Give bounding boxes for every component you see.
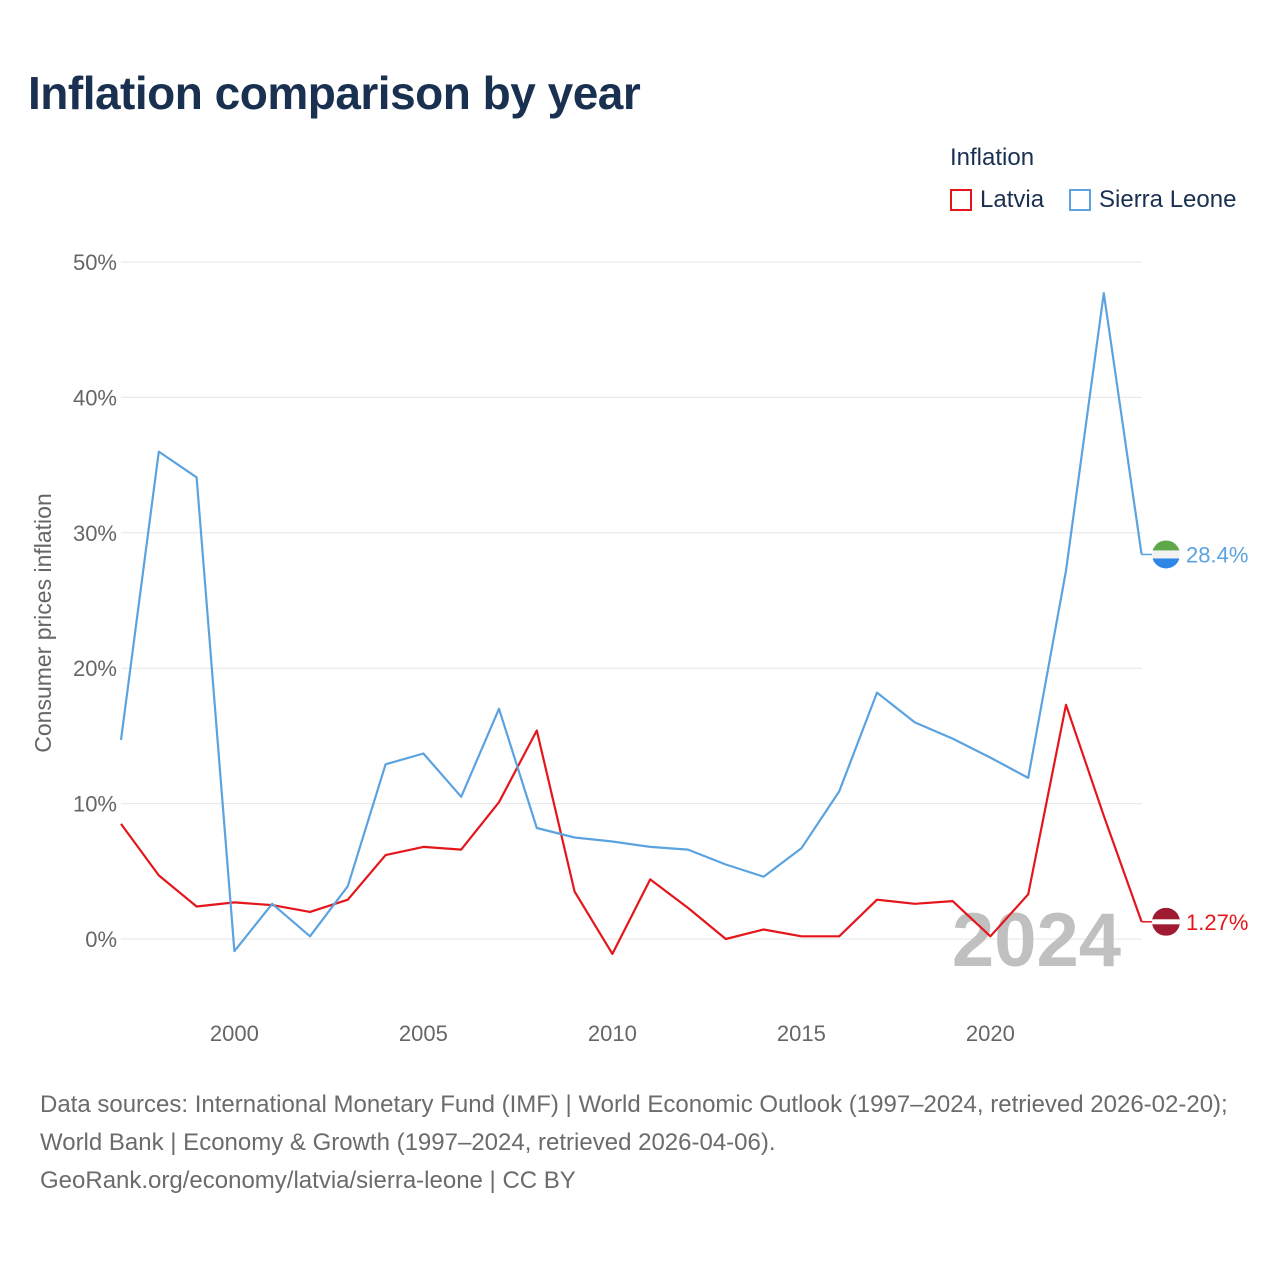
legend-label-sierra-leone: Sierra Leone (1099, 186, 1237, 213)
line-chart: 0% 10% 20% 30% 40% 50% 2000 2005 2010 2015 2020 C… (30, 250, 1248, 1046)
series-line-sierra-leone (119, 292, 1143, 953)
legend-item-sierra-leone[interactable]: Sierra Leone (1069, 186, 1236, 214)
y-axis-title: Consumer prices inflation (30, 493, 56, 753)
y-tick-label-20: 20% (73, 656, 117, 681)
y-tick-label-50: 50% (73, 250, 117, 275)
x-tick-label-2005: 2005 (399, 1021, 448, 1046)
year-watermark: 2024 (952, 898, 1121, 983)
series-lines (119, 292, 1143, 956)
chart-title: Inflation comparison by year (28, 67, 641, 119)
flag-icon-latvia (1152, 907, 1180, 936)
flag-icon-sierra-leone (1152, 540, 1180, 569)
y-axis-ticks: 0% 10% 20% 30% 40% 50% (73, 250, 117, 952)
x-tick-label-2020: 2020 (966, 1021, 1015, 1046)
series-line-latvia (120, 703, 1143, 956)
y-tick-label-0: 0% (85, 927, 117, 952)
source-link[interactable]: GeoRank.org/economy/latvia/sierra-leone … (40, 1167, 576, 1194)
x-tick-label-2015: 2015 (777, 1021, 826, 1046)
x-axis-ticks: 2000 2005 2010 2015 2020 (210, 1021, 1015, 1046)
legend-label-latvia: Latvia (980, 186, 1045, 213)
x-tick-label-2000: 2000 (210, 1021, 259, 1046)
y-tick-label-10: 10% (73, 792, 117, 817)
y-tick-label-30: 30% (73, 521, 117, 546)
y-tick-label-40: 40% (73, 385, 117, 410)
legend-swatch-sierra-leone (1069, 189, 1091, 211)
source-text: Data sources: International Monetary Fun… (40, 1091, 1228, 1156)
end-markers: 1.27% 28.4% (1141, 540, 1248, 936)
legend-item-latvia[interactable]: Latvia (950, 186, 1044, 214)
x-tick-label-2010: 2010 (588, 1021, 637, 1046)
gridlines (121, 261, 1142, 940)
source-note: Data sources: International Monetary Fun… (40, 1086, 1250, 1200)
end-label-sierra-leone: 28.4% (1186, 542, 1248, 567)
end-label-latvia: 1.27% (1186, 910, 1248, 935)
legend-swatch-latvia (950, 189, 972, 211)
legend-title: Inflation (950, 144, 1035, 171)
